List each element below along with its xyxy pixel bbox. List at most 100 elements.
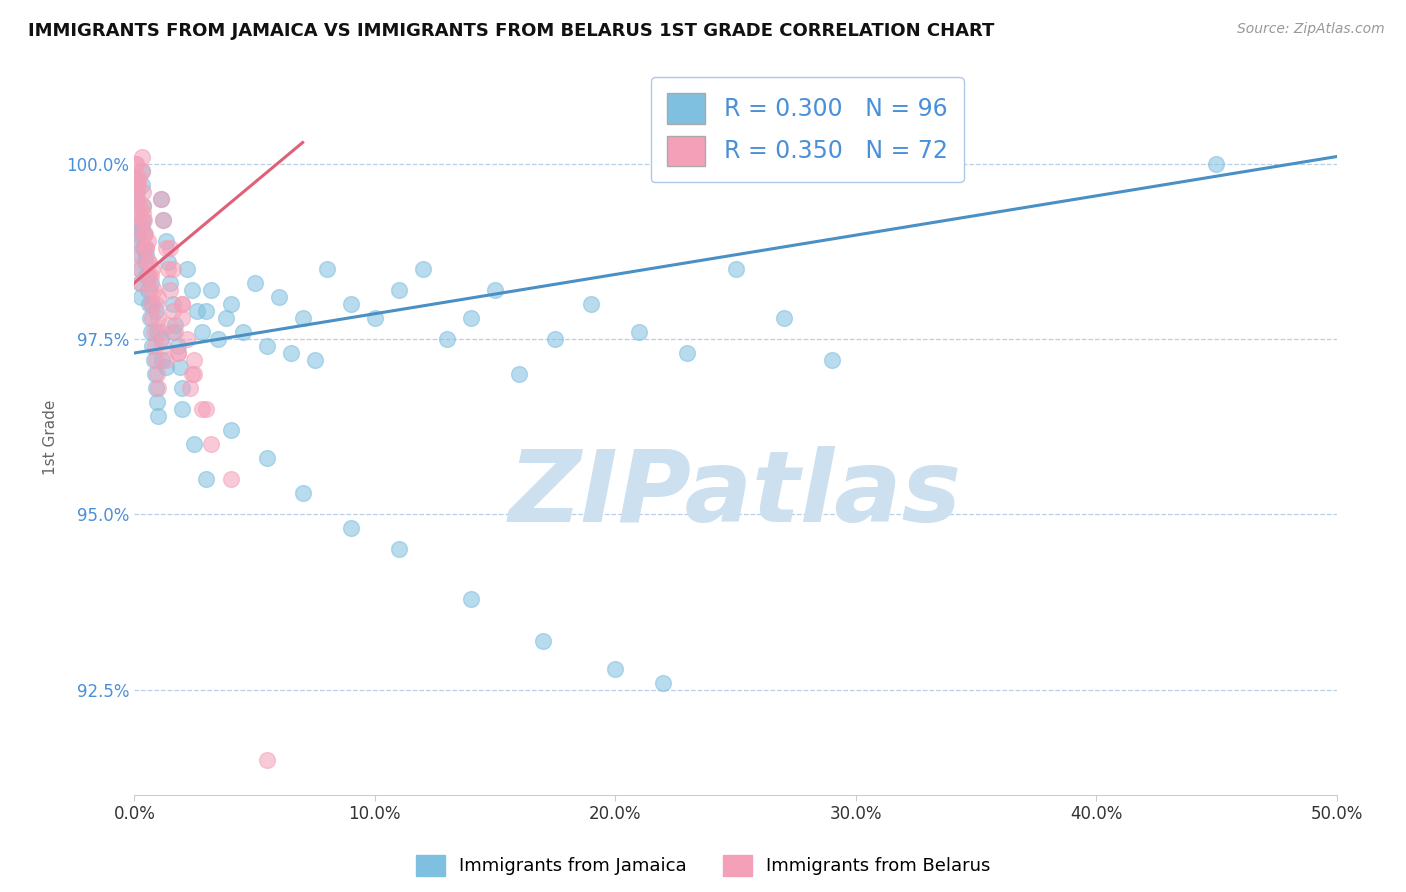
Point [436, 332, 458, 346]
Point [135, 268, 157, 283]
Point [166, 339, 188, 353]
Point [141, 261, 163, 276]
Point [162, 261, 184, 276]
Point [129, 276, 152, 290]
Point [148, 381, 170, 395]
Point [135, 241, 157, 255]
Point [231, 325, 253, 339]
Point [200, 283, 222, 297]
Point [186, 304, 208, 318]
Point [291, 486, 314, 500]
Point [128, 234, 150, 248]
Point [125, 178, 148, 192]
Point [315, 261, 337, 276]
Point [132, 241, 155, 255]
Point [128, 170, 150, 185]
Point [304, 353, 326, 368]
Point [159, 241, 181, 255]
Text: Source: ZipAtlas.com: Source: ZipAtlas.com [1237, 22, 1385, 37]
Point [183, 353, 205, 368]
Point [131, 178, 153, 192]
Point [127, 178, 149, 192]
Legend: R = 0.300   N = 96, R = 0.350   N = 72: R = 0.300 N = 96, R = 0.350 N = 72 [651, 77, 965, 182]
Point [412, 261, 434, 276]
Point [256, 451, 278, 466]
Point [256, 753, 278, 767]
Point [149, 192, 172, 206]
Point [128, 261, 150, 276]
Point [132, 199, 155, 213]
Point [605, 662, 627, 676]
Point [149, 325, 172, 339]
Point [146, 367, 169, 381]
Point [138, 297, 160, 311]
Point [484, 283, 506, 297]
Point [149, 192, 172, 206]
Point [165, 325, 187, 339]
Point [156, 255, 179, 269]
Point [156, 318, 179, 332]
Point [142, 325, 165, 339]
Point [388, 283, 411, 297]
Point [155, 359, 177, 374]
Point [128, 234, 150, 248]
Point [162, 297, 184, 311]
Point [531, 633, 554, 648]
Point [125, 156, 148, 170]
Point [165, 318, 187, 332]
Point [155, 353, 177, 368]
Point [136, 255, 159, 269]
Point [339, 521, 361, 535]
Point [141, 297, 163, 311]
Point [145, 381, 167, 395]
Point [143, 367, 166, 381]
Point [172, 297, 194, 311]
Point [132, 212, 155, 227]
Point [200, 437, 222, 451]
Point [195, 304, 218, 318]
Point [132, 205, 155, 219]
Point [127, 192, 149, 206]
Point [280, 346, 302, 360]
Point [146, 325, 169, 339]
Point [141, 339, 163, 353]
Point [145, 353, 167, 368]
Point [183, 367, 205, 381]
Point [139, 310, 162, 325]
Point [676, 346, 699, 360]
Point [179, 381, 201, 395]
Point [364, 310, 387, 325]
Point [139, 283, 162, 297]
Point [460, 591, 482, 606]
Point [128, 199, 150, 213]
Point [132, 212, 155, 227]
Point [141, 297, 163, 311]
Point [141, 276, 163, 290]
Point [132, 227, 155, 241]
Point [128, 248, 150, 262]
Point [127, 227, 149, 241]
Point [131, 163, 153, 178]
Y-axis label: 1st Grade: 1st Grade [44, 400, 58, 475]
Point [166, 346, 188, 360]
Point [156, 261, 179, 276]
Point [145, 304, 167, 318]
Point [169, 359, 191, 374]
Text: ZIPatlas: ZIPatlas [509, 446, 962, 543]
Point [219, 472, 242, 486]
Point [148, 310, 170, 325]
Point [142, 353, 165, 368]
Point [652, 675, 675, 690]
Point [152, 212, 174, 227]
Point [131, 219, 153, 234]
Point [131, 150, 153, 164]
Point [135, 248, 157, 262]
Point [579, 297, 602, 311]
Point [181, 283, 204, 297]
Point [152, 212, 174, 227]
Point [128, 219, 150, 234]
Point [141, 268, 163, 283]
Point [172, 381, 194, 395]
Point [166, 346, 188, 360]
Point [129, 261, 152, 276]
